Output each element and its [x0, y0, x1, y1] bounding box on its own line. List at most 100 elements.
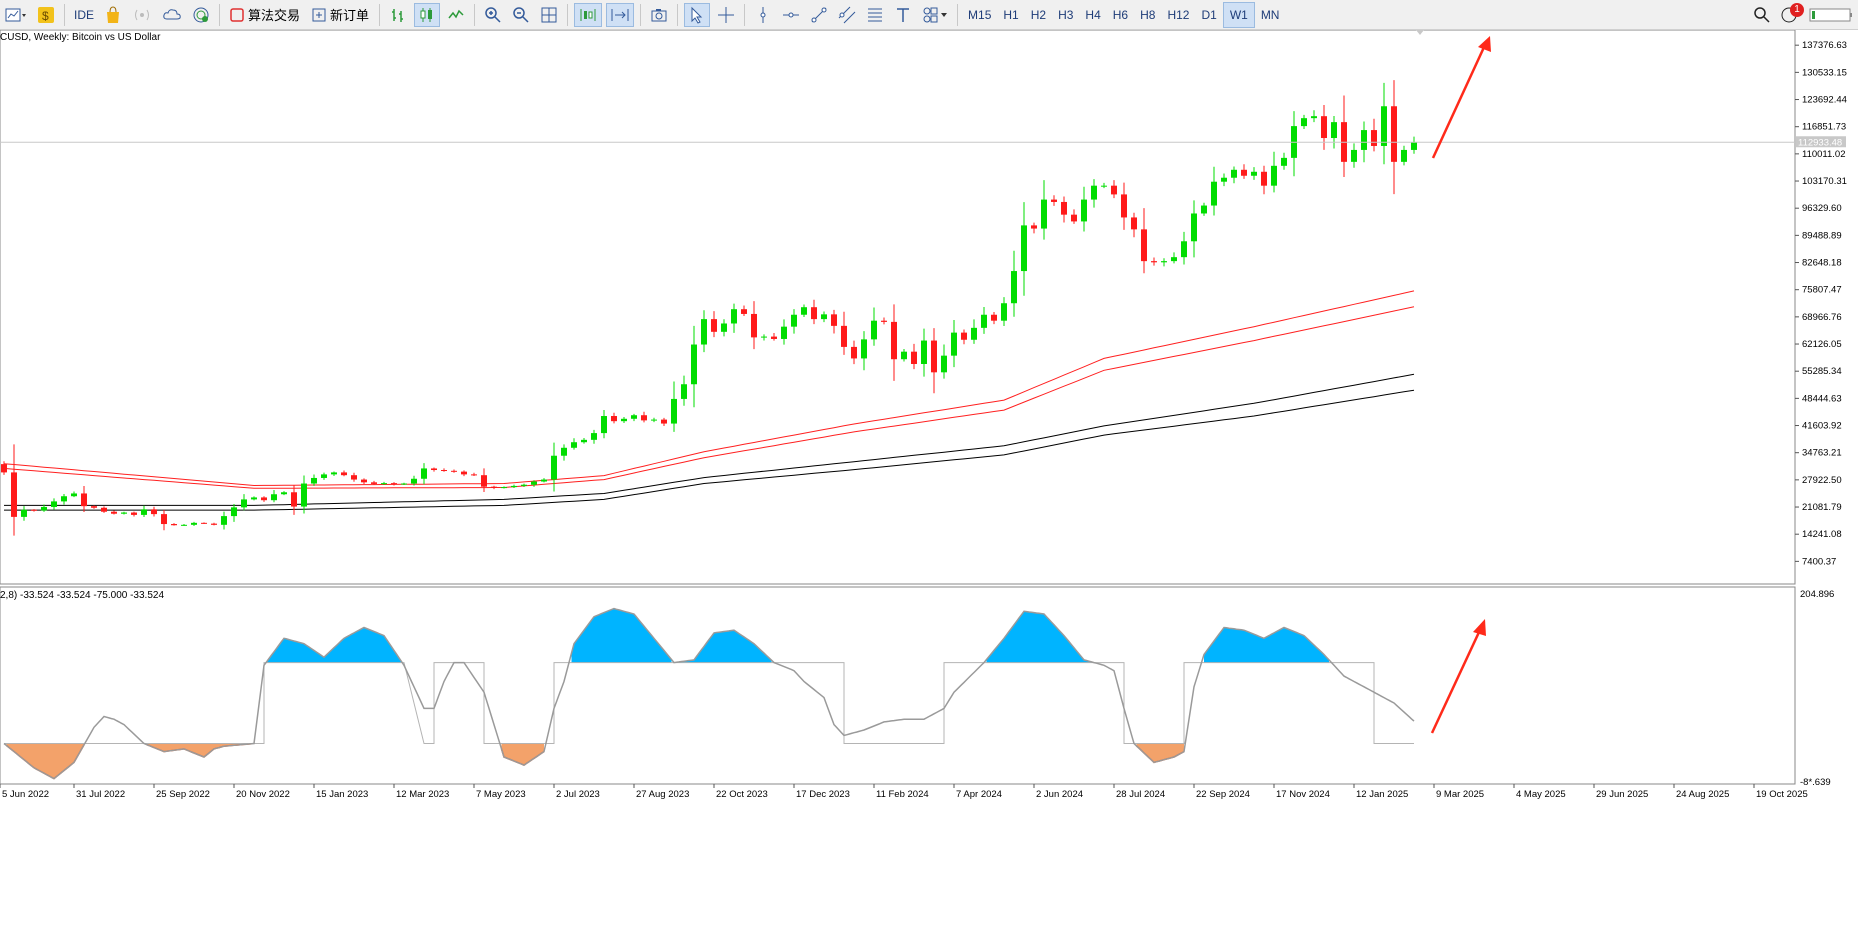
- vertical-line-icon[interactable]: [751, 3, 775, 27]
- candle-body: [951, 332, 957, 356]
- zoom-out-icon[interactable]: [509, 3, 533, 27]
- chart-background: [0, 30, 1858, 952]
- candle-body: [591, 433, 597, 440]
- arrow-head-oscillator: [1473, 619, 1486, 636]
- notification-badge: 1: [1790, 2, 1804, 17]
- candle-body: [501, 487, 507, 489]
- zoom-in-icon[interactable]: [481, 3, 505, 27]
- oscillator-positive-area: [571, 608, 672, 663]
- candle-body: [271, 494, 277, 501]
- vps-icon[interactable]: [189, 3, 213, 27]
- fibonacci-icon[interactable]: [863, 3, 887, 27]
- price-tick-label: 55285.34: [1802, 366, 1842, 377]
- candle-body: [1311, 116, 1317, 119]
- channel-icon[interactable]: [835, 3, 859, 27]
- candle-body: [431, 468, 437, 471]
- bar-chart-icon[interactable]: [386, 3, 410, 27]
- cursor-icon[interactable]: [684, 2, 711, 27]
- shopping-bag-icon[interactable]: [101, 3, 125, 27]
- price-tick-label: 21081.79: [1802, 502, 1842, 513]
- time-tick-label: 15 Jan 2023: [316, 789, 368, 800]
- candlestick-icon[interactable]: [414, 2, 441, 27]
- candle-body: [311, 477, 317, 484]
- candle-body: [641, 415, 647, 421]
- candle-body: [791, 314, 797, 327]
- candle-body: [71, 493, 77, 497]
- candle-body: [261, 497, 267, 501]
- candle-body: [1161, 261, 1167, 263]
- candle-body: [41, 506, 47, 511]
- timeframe-mn[interactable]: MN: [1260, 7, 1280, 22]
- time-tick-label: 19 Oct 2025: [1756, 789, 1808, 800]
- chart-area[interactable]: CUSD, Weekly: Bitcoin vs US Dollar 13737…: [0, 30, 1858, 952]
- candle-body: [711, 319, 717, 332]
- timeframe-m15[interactable]: M15: [968, 7, 992, 22]
- price-tick-label: 68966.76: [1802, 312, 1842, 323]
- price-tick-label: 103170.31: [1802, 176, 1847, 187]
- algo-trading-icon: [230, 7, 244, 22]
- trend-line-icon[interactable]: [807, 3, 831, 27]
- candle-body: [671, 398, 677, 424]
- candle-body: [381, 483, 387, 485]
- horizontal-line-icon[interactable]: [779, 3, 803, 27]
- chart-shift-icon[interactable]: [606, 2, 635, 27]
- notifications-button[interactable]: 1: [1778, 2, 1804, 27]
- price-tick-label: 75807.47: [1802, 285, 1842, 296]
- candle-body: [541, 479, 547, 482]
- candle-body: [1391, 106, 1397, 162]
- candle-body: [21, 509, 27, 517]
- candle-body: [1031, 225, 1037, 229]
- current-price-tag-bg: [1796, 136, 1846, 148]
- price-tick-label: 130533.15: [1802, 67, 1847, 78]
- oscillator-positive-area: [266, 627, 402, 663]
- timeframe-w1[interactable]: W1: [1222, 1, 1255, 28]
- new-order-label: 新订单: [330, 8, 370, 23]
- algo-trading-button[interactable]: 算法交易: [224, 3, 306, 27]
- arrow-up-oscillator: [1430, 629, 1482, 734]
- algo-trading-label: 算法交易: [248, 8, 301, 23]
- search-icon[interactable]: [1750, 3, 1774, 27]
- dollar-icon[interactable]: $: [34, 3, 58, 27]
- timeframe-d1[interactable]: D1: [1201, 7, 1217, 22]
- auto-scroll-icon[interactable]: [574, 2, 603, 27]
- candle-body: [971, 327, 977, 340]
- ide-button[interactable]: IDE: [71, 3, 97, 27]
- candle-body: [561, 447, 567, 456]
- line-chart-icon[interactable]: [444, 3, 468, 27]
- candle-body: [1261, 171, 1267, 186]
- timeframe-h1[interactable]: H1: [1003, 7, 1019, 22]
- price-tick-label: 41603.92: [1802, 421, 1842, 432]
- candle-body: [1381, 106, 1387, 146]
- timeframe-h3[interactable]: H3: [1058, 7, 1074, 22]
- signal-icon[interactable]: [129, 3, 155, 27]
- candle-body: [321, 474, 327, 478]
- screenshot-icon[interactable]: [647, 3, 671, 27]
- candle-body: [1, 464, 7, 473]
- grid-icon[interactable]: [537, 3, 561, 27]
- candle-body: [1281, 157, 1287, 166]
- timeframe-h8[interactable]: H8: [1140, 7, 1156, 22]
- main-toolbar: $ IDE 算法交易 新订单: [0, 0, 1858, 30]
- timeframe-h2[interactable]: H2: [1030, 7, 1047, 22]
- candle-body: [81, 493, 87, 507]
- candle-body: [1041, 199, 1047, 229]
- new-chart-icon[interactable]: [2, 3, 30, 27]
- candle-body: [241, 499, 247, 508]
- candle-body: [451, 470, 457, 472]
- candle-body: [821, 314, 827, 320]
- candle-body: [1211, 181, 1217, 206]
- timeframe-h4[interactable]: H4: [1085, 7, 1101, 22]
- new-order-button[interactable]: 新订单: [306, 3, 375, 27]
- shapes-icon[interactable]: [919, 3, 951, 27]
- crosshair-icon[interactable]: [714, 3, 738, 27]
- text-icon[interactable]: [891, 3, 915, 27]
- new-order-icon: [312, 8, 326, 21]
- cloud-icon[interactable]: [159, 3, 185, 27]
- candle-body: [611, 416, 617, 422]
- timeframe-h12[interactable]: H12: [1167, 7, 1190, 22]
- timeframe-h6[interactable]: H6: [1112, 7, 1129, 22]
- candle-body: [1071, 214, 1077, 222]
- candle-body: [761, 336, 767, 338]
- candle-body: [551, 455, 557, 480]
- candle-body: [891, 321, 897, 360]
